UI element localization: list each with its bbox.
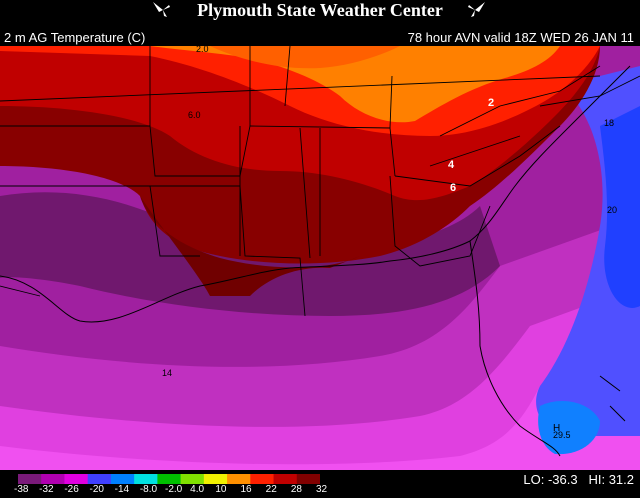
- colorbar-swatch: [227, 474, 251, 484]
- lo-value: -36.3: [547, 472, 578, 487]
- colorbar-swatch: [18, 474, 42, 484]
- region-orange-dark: [210, 46, 400, 69]
- colorbar-tick-label: -8.0: [139, 484, 158, 495]
- colorbar-tick-label: 16: [240, 484, 252, 495]
- contour-label: 2: [488, 97, 494, 109]
- header: Plymouth State Weather Center: [0, 0, 640, 28]
- contour-label: 6.0: [188, 110, 201, 120]
- lo-hi-stats: LO: -36.3 HI: 31.2: [523, 472, 634, 487]
- valid-time-label: 78 hour AVN valid 18Z WED 26 JAN 11: [407, 30, 634, 45]
- colorbar-tick-label: -32: [39, 484, 54, 495]
- colorbar-swatch: [296, 474, 320, 484]
- contour-label: 14: [162, 368, 172, 378]
- snowflake-icon: [153, 2, 170, 17]
- region-blue-dark: [600, 106, 640, 308]
- colorbar-tick-label: 10: [215, 484, 227, 495]
- colorbar-tick-label: 32: [316, 484, 328, 495]
- region-magenta-2: [0, 286, 640, 470]
- temperature-map: 2.0 6.0 2 4 6 18 20 14 H 29.5: [0, 44, 640, 470]
- contour-label: 6: [450, 182, 456, 194]
- hi-value: 31.2: [608, 472, 634, 487]
- field-label: 2 m AG Temperature (C): [4, 30, 146, 45]
- region-lightblue: [538, 401, 600, 455]
- high-value: 29.5: [553, 430, 571, 440]
- colorbar-tick-label: 22: [265, 484, 277, 495]
- colorbar-tick-label: 4.0: [190, 484, 205, 495]
- subheader: 2 m AG Temperature (C) 78 hour AVN valid…: [0, 28, 640, 46]
- colorbar-labels: -38 -32 -26 -20 -14 -8.0 -2.0 4.0 10 16 22 28 32: [14, 484, 338, 498]
- footer: -38 -32 -26 -20 -14 -8.0 -2.0 4.0 10 16 22 28 32 LO:…: [0, 470, 640, 498]
- region-orange: [150, 46, 560, 123]
- colorbar-swatch: [273, 474, 298, 484]
- colorbar-swatch: [64, 474, 89, 484]
- colorbar-swatch: [110, 474, 135, 484]
- contour-label: 2.0: [196, 46, 209, 54]
- region-maroon: [140, 196, 360, 296]
- colorbar-swatch: [41, 474, 65, 484]
- colorbar-swatch: [134, 474, 158, 484]
- colorbar-tick-label: -14: [114, 484, 130, 495]
- boundaries: [0, 45, 640, 317]
- page-title: Plymouth State Weather Center: [197, 0, 443, 20]
- lo-label: LO:: [523, 472, 545, 487]
- colorbar-tick-label: -2.0: [165, 484, 183, 495]
- colorbar-swatch: [250, 474, 275, 484]
- colorbar-swatch: [180, 474, 205, 484]
- colorbar-tick-label: -26: [64, 484, 79, 495]
- coastline: [0, 65, 631, 457]
- hi-label: HI:: [588, 472, 606, 487]
- contour-label: 4: [448, 159, 455, 171]
- region-magenta-3: [0, 346, 640, 470]
- snowflake-icon: [468, 2, 485, 17]
- contour-label: 20: [607, 205, 617, 215]
- colorbar-tick-label: -38: [14, 484, 29, 495]
- colorbar-swatch: [87, 474, 112, 484]
- contour-labels: 2.0 6.0 2 4 6 18 20 14 H 29.5: [162, 44, 617, 440]
- colorbar-swatch: [157, 474, 182, 484]
- colorbar-tick-label: 28: [290, 484, 302, 495]
- map-canvas: 2.0 6.0 2 4 6 18 20 14 H 29.5: [0, 44, 640, 470]
- colorbar: [18, 474, 320, 484]
- contour-label: 18: [604, 118, 614, 128]
- colorbar-tick-label: -20: [89, 484, 104, 495]
- colorbar-swatch: [203, 474, 228, 484]
- high-marker: H: [553, 423, 560, 434]
